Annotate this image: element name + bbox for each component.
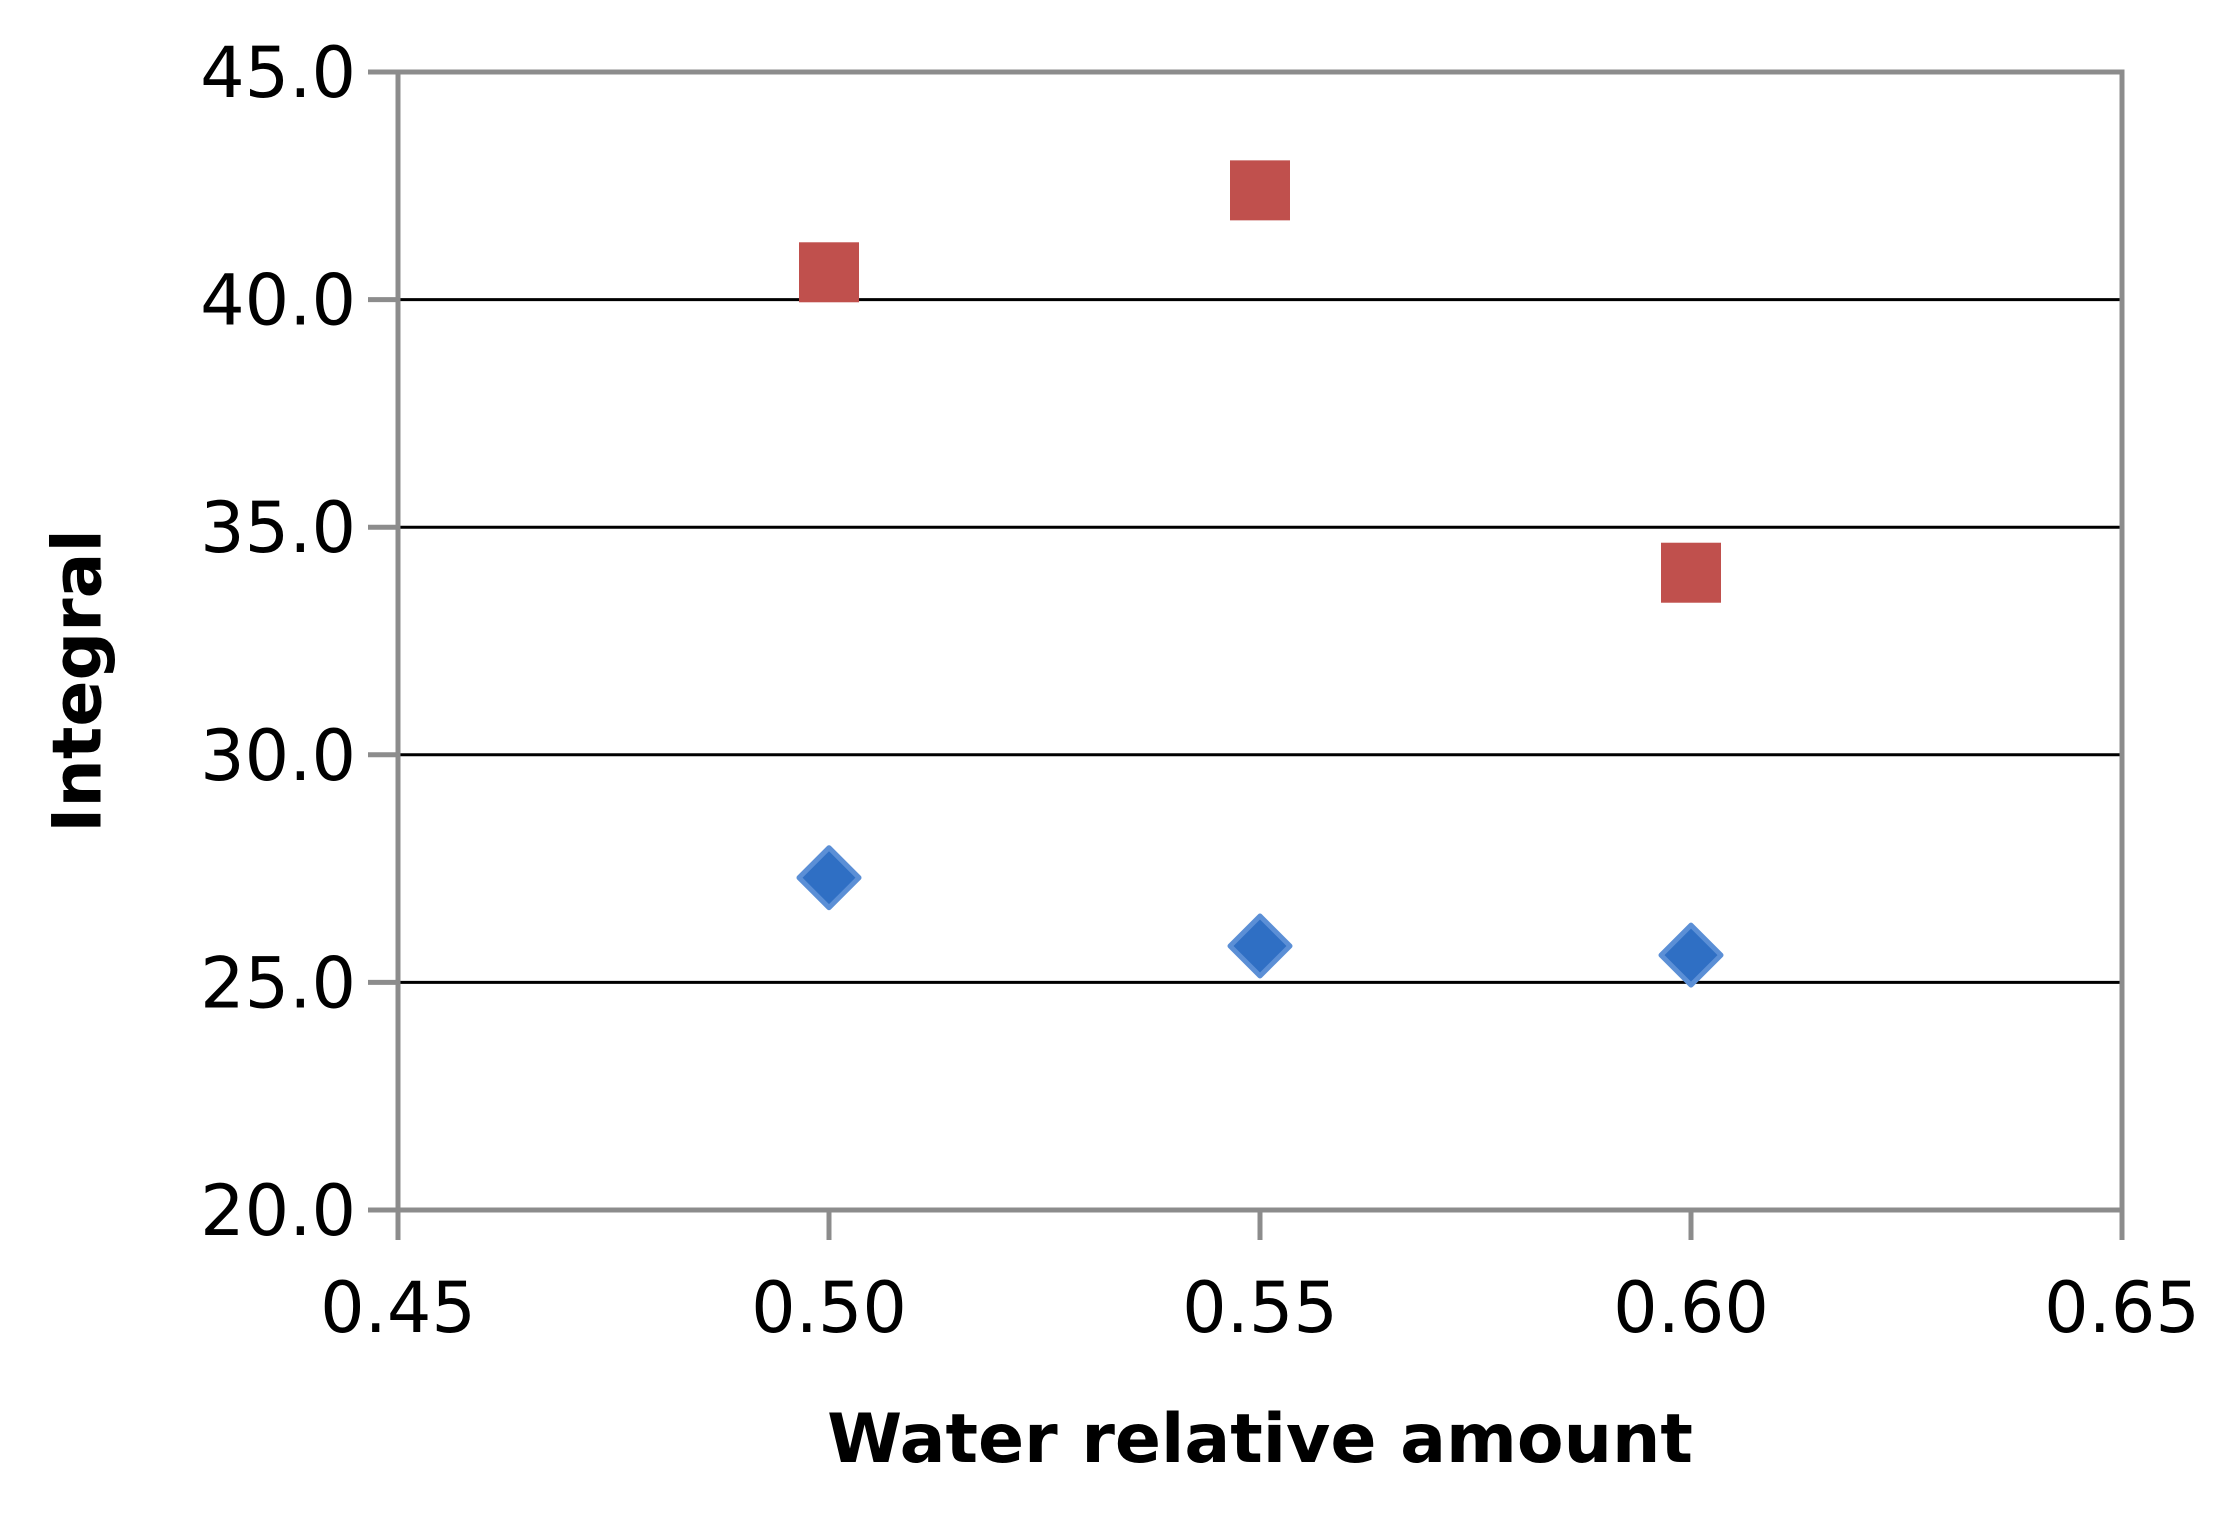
y-axis-title: Integral <box>39 529 118 833</box>
data-point-square <box>1662 544 1720 602</box>
y-tick-label: 25.0 <box>200 942 356 1024</box>
x-tick-label: 0.45 <box>320 1267 476 1349</box>
x-tick-label: 0.65 <box>2044 1267 2200 1349</box>
y-tick-label: 35.0 <box>200 487 356 569</box>
gridlines <box>398 300 2122 983</box>
x-tick-label: 0.55 <box>1182 1267 1338 1349</box>
data-point-diamond <box>1230 916 1290 976</box>
y-tick-label: 30.0 <box>200 715 356 797</box>
data-point-diamond <box>799 848 859 908</box>
data-points <box>799 161 1721 985</box>
x-axis-title: Water relative amount <box>827 1400 1693 1479</box>
y-tick-label: 45.0 <box>200 32 356 114</box>
y-axis-ticks: 20.0 25.0 30.0 35.0 40.0 45.0 <box>200 32 398 1252</box>
y-tick-label: 20.0 <box>200 1170 356 1252</box>
x-tick-label: 0.60 <box>1613 1267 1769 1349</box>
x-tick-label: 0.50 <box>751 1267 907 1349</box>
scatter-chart: 20.0 25.0 30.0 35.0 40.0 45.0 0.45 0.50 0.55 0.6… <box>0 0 2222 1531</box>
chart-container: 20.0 25.0 30.0 35.0 40.0 45.0 0.45 0.50 0.55 0.6… <box>0 0 2222 1531</box>
y-tick-label: 40.0 <box>200 260 356 342</box>
plot-area-frame <box>398 72 2122 1210</box>
data-point-diamond <box>1661 925 1721 985</box>
x-axis-ticks: 0.45 0.50 0.55 0.60 0.65 <box>320 1210 2200 1349</box>
data-point-square <box>800 243 858 301</box>
data-point-square <box>1231 161 1289 219</box>
